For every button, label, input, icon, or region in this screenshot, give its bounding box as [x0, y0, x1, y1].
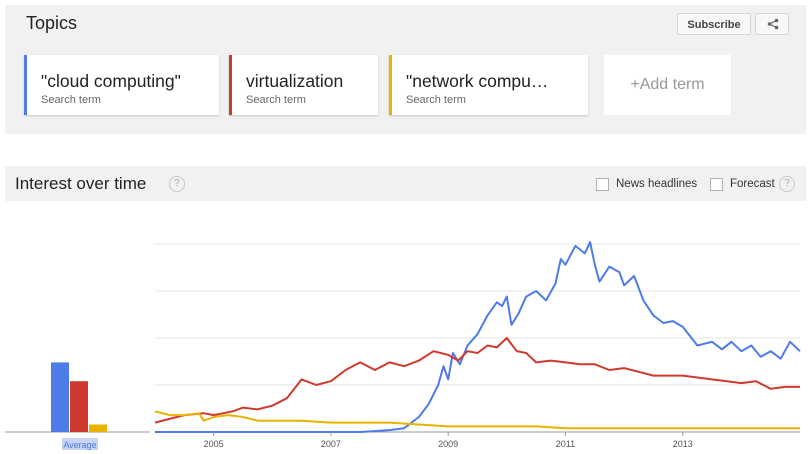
add-term-button[interactable]: +Add term — [604, 55, 731, 115]
average-bars — [51, 362, 107, 450]
term-type: Search term — [406, 94, 466, 106]
interest-over-time-header: Interest over time ? News headlines Fore… — [5, 166, 806, 201]
x-tick-label: 2005 — [204, 439, 224, 449]
term-name: "network compu… — [406, 71, 549, 91]
average-bar — [51, 362, 69, 432]
interest-chart: 2005 2007 2009 2011 2013 Average — [5, 241, 801, 450]
x-tick-label: 2007 — [321, 439, 341, 449]
x-axis-ticks: 2005 2007 2009 2011 2013 — [204, 432, 693, 449]
term-color-accent — [24, 55, 27, 115]
news-headlines-checkbox[interactable] — [596, 178, 609, 191]
topics-panel: Topics Subscribe "cloud computing" Searc… — [5, 5, 806, 134]
term-name: virtualization — [246, 71, 344, 91]
term-card-cloud-computing[interactable]: "cloud computing" Search term — [24, 55, 219, 115]
average-label[interactable]: Average — [63, 440, 96, 450]
term-color-accent — [389, 55, 392, 115]
average-label-highlight — [62, 438, 98, 450]
share-icon — [767, 18, 779, 30]
x-tick-label: 2009 — [438, 439, 458, 449]
subscribe-button[interactable]: Subscribe — [677, 13, 751, 35]
series-line — [154, 410, 800, 430]
share-button[interactable] — [755, 13, 789, 35]
interest-over-time-title: Interest over time — [15, 174, 147, 193]
forecast-label[interactable]: Forecast — [730, 178, 775, 190]
term-type: Search term — [246, 94, 306, 106]
term-color-accent — [229, 55, 232, 115]
average-bar — [70, 381, 88, 432]
x-tick-label: 2011 — [556, 439, 575, 449]
help-icon[interactable]: ? — [169, 176, 185, 192]
forecast-checkbox[interactable] — [710, 178, 723, 191]
term-type: Search term — [41, 94, 101, 106]
term-card-virtualization[interactable]: virtualization Search term — [229, 55, 378, 115]
topics-title: Topics — [26, 13, 78, 33]
forecast-help-icon[interactable]: ? — [779, 176, 795, 192]
term-name: "cloud computing" — [41, 71, 181, 91]
news-headlines-label[interactable]: News headlines — [616, 178, 698, 190]
series-line — [154, 337, 800, 424]
term-card-network-computing[interactable]: "network compu… Search term — [389, 55, 588, 115]
series-line — [155, 241, 801, 433]
chart-grid — [5, 243, 800, 433]
x-tick-label: 2013 — [673, 439, 693, 449]
average-bar — [89, 424, 107, 432]
series-lines — [154, 241, 801, 433]
